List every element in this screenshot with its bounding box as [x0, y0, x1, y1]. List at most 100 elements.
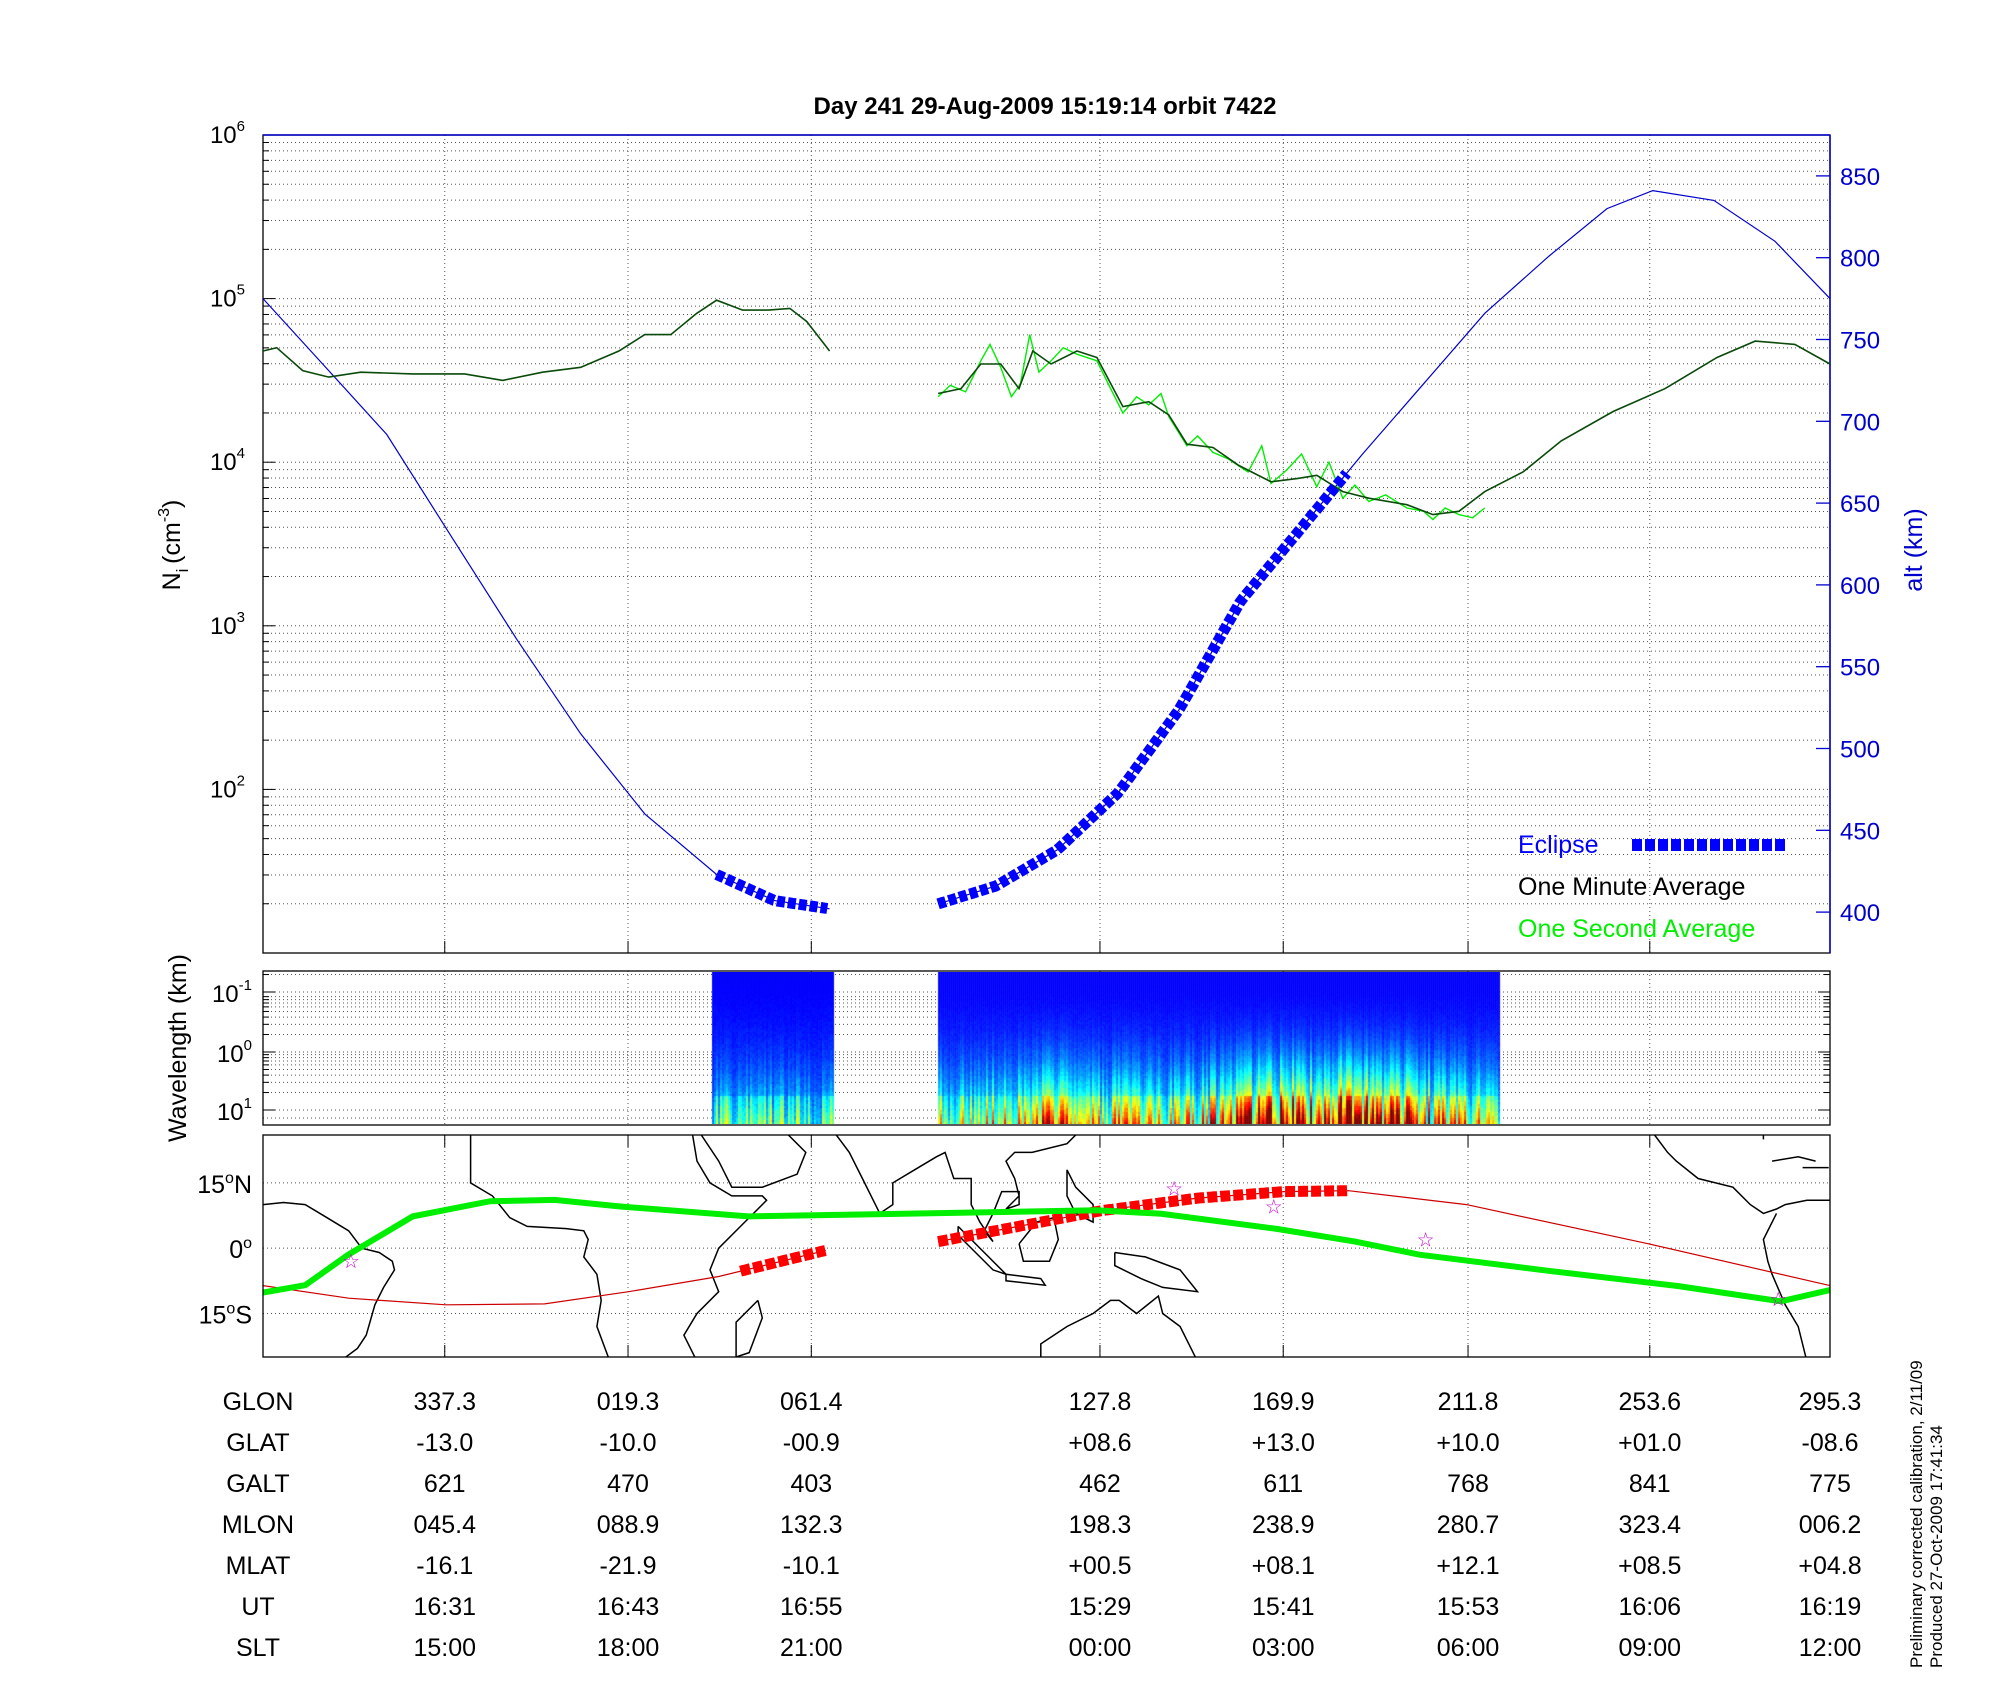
- density-panel: 102 103 104 105 106 400 450 500 550 600 650 700 750 8…: [156, 118, 1928, 954]
- y-tick-label: 102: [210, 772, 245, 803]
- table-cell: 323.4: [1618, 1511, 1681, 1539]
- table-cell: 462: [1079, 1470, 1121, 1498]
- alt-tick-label: 750: [1840, 328, 1880, 355]
- table-cell: 06:00: [1437, 1634, 1500, 1662]
- figure-title: Day 241 29-Aug-2009 15:19:14 orbit 7422: [814, 93, 1277, 120]
- table-cell: 12:00: [1799, 1634, 1862, 1662]
- table-cell: 16:06: [1618, 1593, 1681, 1621]
- table-cell: -16.1: [416, 1552, 473, 1580]
- alt-tick-label: 700: [1840, 409, 1880, 436]
- table-row-label-glon: GLON: [223, 1388, 294, 1416]
- coastline: [1114, 1251, 1200, 1293]
- one-minute-average-line: [262, 299, 831, 382]
- table-cell: 16:31: [413, 1593, 476, 1621]
- table-cell: 198.3: [1069, 1511, 1132, 1539]
- footer: Preliminary corrected calibration, 2/11/…: [1907, 1360, 1946, 1668]
- table-cell: +08.6: [1068, 1429, 1131, 1457]
- table-cell: 841: [1629, 1470, 1671, 1498]
- star-marker: ☆: [1417, 1229, 1435, 1251]
- coastline: [1762, 1213, 1807, 1357]
- star-marker: ☆: [1165, 1179, 1183, 1201]
- spectrogram-y-tick-label: 101: [217, 1095, 252, 1126]
- star-marker: ☆: [1265, 1196, 1283, 1218]
- table-cell: 16:55: [780, 1593, 843, 1621]
- table-cell: +00.5: [1068, 1552, 1131, 1580]
- table-cell: 18:00: [597, 1634, 660, 1662]
- coastline: [1771, 1156, 1816, 1162]
- table-cell: 21:00: [780, 1634, 843, 1662]
- map-lat-label: 15oN: [197, 1170, 252, 1199]
- spectrogram-y-tick-label: 100: [217, 1037, 252, 1068]
- table-cell: +10.0: [1436, 1429, 1499, 1457]
- table-cell: 15:29: [1069, 1593, 1132, 1621]
- ephemeris-table: GLON 337.3 019.3 061.4 127.8 169.9 211.8 253.6 2…: [222, 1388, 1862, 1662]
- orbit-eclipse-segment: [937, 1185, 1348, 1248]
- table-cell: +13.0: [1252, 1429, 1315, 1457]
- table-row-label-slt: SLT: [236, 1634, 280, 1662]
- map-frame: [262, 1134, 1831, 1358]
- alt-tick-label: 400: [1840, 900, 1880, 927]
- spectrogram-y-tick-label: 10-1: [212, 977, 252, 1008]
- table-cell: 470: [607, 1470, 649, 1498]
- star-marker: ☆: [342, 1251, 360, 1273]
- table-cell: 611: [1263, 1470, 1303, 1498]
- table-cell: 337.3: [413, 1388, 476, 1416]
- coastline: [683, 1135, 768, 1357]
- coastline: [835, 1135, 1077, 1243]
- y-axis-label: Ni (cm-3): [156, 500, 192, 591]
- table-cell: 019.3: [597, 1388, 660, 1416]
- legend-minute-label: One Minute Average: [1518, 873, 1745, 901]
- spectrogram-panel: 10-1 100 101 Wavelength (km): [164, 954, 1831, 1142]
- table-cell: +01.0: [1618, 1429, 1681, 1457]
- map-panel: 15oN 0o 15oS ☆ ☆ ☆ ☆ ☆: [197, 1134, 1831, 1358]
- table-row-label-mlat: MLAT: [226, 1552, 291, 1580]
- table-cell: -00.9: [783, 1429, 840, 1457]
- eclipse-segment: [936, 469, 1351, 910]
- coastline: [1005, 1273, 1047, 1287]
- table-cell: 280.7: [1437, 1511, 1500, 1539]
- table-cell: 621: [424, 1470, 466, 1498]
- table-cell: 238.9: [1252, 1511, 1315, 1539]
- y-tick-label: 103: [210, 609, 245, 640]
- star-marker: ☆: [1769, 1289, 1787, 1311]
- table-cell: -08.6: [1802, 1429, 1859, 1457]
- map-lat-label: 15oS: [199, 1300, 252, 1329]
- table-cell: 15:00: [413, 1634, 476, 1662]
- alt-axis-label: alt (km): [1900, 508, 1928, 591]
- table-cell: 088.9: [597, 1511, 660, 1539]
- tracks: ☆ ☆ ☆ ☆ ☆: [263, 1179, 1830, 1311]
- footer-calibration: Preliminary corrected calibration, 2/11/…: [1907, 1360, 1926, 1668]
- altitude-line: [262, 298, 830, 910]
- y-tick-label: 104: [210, 445, 245, 476]
- table-cell: 09:00: [1618, 1634, 1681, 1662]
- table-cell: 03:00: [1252, 1634, 1315, 1662]
- coastline: [1018, 1216, 1060, 1262]
- table-row-label-glat: GLAT: [226, 1429, 289, 1457]
- map-lat-label: 0o: [229, 1235, 252, 1264]
- coastline: [1653, 1135, 1830, 1215]
- table-cell: -10.1: [783, 1552, 840, 1580]
- table-cell: 211.8: [1438, 1388, 1499, 1416]
- table-cell: 768: [1447, 1470, 1489, 1498]
- table-cell: +04.8: [1798, 1552, 1861, 1580]
- table-cell: 127.8: [1069, 1388, 1132, 1416]
- table-row-label-mlon: MLON: [222, 1511, 294, 1539]
- table-cell: 061.4: [780, 1388, 843, 1416]
- table-cell: 15:53: [1437, 1593, 1500, 1621]
- table-cell: -10.0: [600, 1429, 657, 1457]
- table-cell: +12.1: [1436, 1552, 1499, 1580]
- table-row-label-ut: UT: [241, 1593, 274, 1621]
- footer-produced: Produced 27-Oct-2009 17:41:34: [1927, 1425, 1946, 1668]
- table-cell: 16:43: [597, 1593, 660, 1621]
- alt-tick-label: 450: [1840, 818, 1880, 845]
- table-cell: 169.9: [1252, 1388, 1315, 1416]
- spectrogram-image: [263, 972, 1830, 1124]
- coastline: [700, 1135, 807, 1188]
- table-cell: 15:41: [1252, 1593, 1315, 1621]
- table-cell: 006.2: [1799, 1511, 1862, 1539]
- table-row-label-galt: GALT: [226, 1470, 289, 1498]
- table-cell: +08.5: [1618, 1552, 1681, 1580]
- coastlines: [263, 1135, 1830, 1357]
- legend-eclipse-label: Eclipse: [1518, 831, 1599, 859]
